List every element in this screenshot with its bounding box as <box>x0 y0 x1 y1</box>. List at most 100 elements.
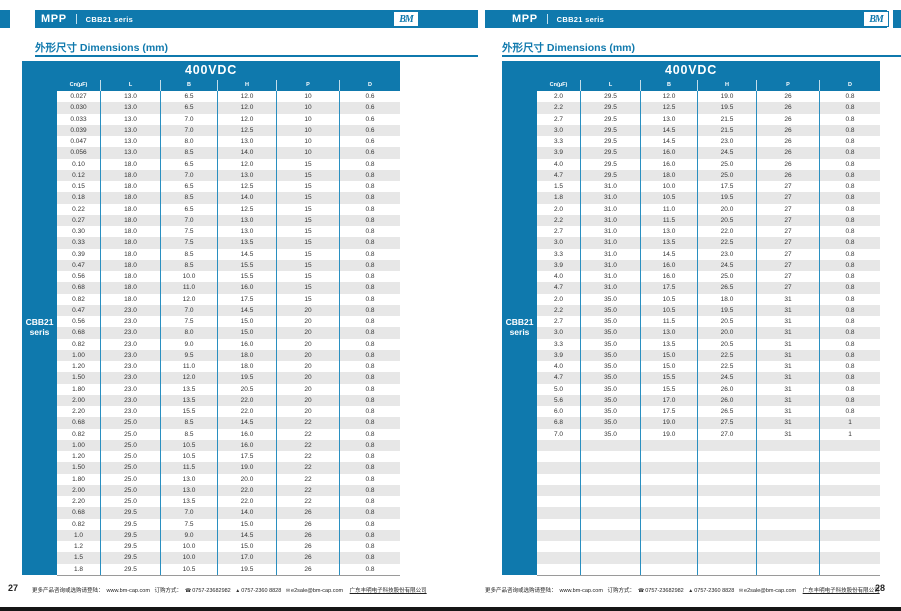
table-row: 2.0 31.0 11.0 20.0 27 0.8 <box>537 203 880 215</box>
table-cell: 0.8 <box>339 327 400 339</box>
table-cell: 0.8 <box>339 316 400 328</box>
table-cell: 0.8 <box>819 259 880 271</box>
table-cell: 13.0 <box>217 226 276 238</box>
table-cell: 0.8 <box>339 214 400 226</box>
section-title: 外形尺寸 Dimensions (mm) <box>502 42 636 54</box>
table-cell: 0.8 <box>819 316 880 328</box>
table-cell <box>580 484 640 496</box>
table-cell: 0.8 <box>339 451 400 463</box>
footer-more-info: 更多产品咨询或选购请登陆： <box>485 588 557 594</box>
table-cell: 11.5 <box>640 316 697 328</box>
table-cell: 11.5 <box>640 214 697 226</box>
table-cell: 16.0 <box>640 259 697 271</box>
table-cell: 13.0 <box>160 473 217 485</box>
table-cell <box>756 451 819 463</box>
table-cell: 8.0 <box>160 327 217 339</box>
phone-icon: ☎ <box>184 588 192 594</box>
table-cell: 26 <box>756 169 819 181</box>
table-cell: 13.0 <box>217 136 276 148</box>
table-cell: 0.18 <box>72 194 85 202</box>
table-cell: 29.5 <box>580 169 640 181</box>
footer-website-link[interactable]: www.bm-cap.com <box>106 588 150 594</box>
table-row: 3.0 29.5 14.5 21.5 26 0.8 <box>537 124 880 136</box>
footer-phone: 0757-23682982 <box>192 588 231 594</box>
table-cell: 25.0 <box>100 473 160 485</box>
table-cell: 0.8 <box>819 327 880 339</box>
table-cell: 1.50 <box>72 374 85 382</box>
table-cell: 12.0 <box>217 113 276 125</box>
footer-email-link[interactable]: e2sale@bm-cap.com <box>744 588 797 594</box>
table-cell <box>756 529 819 541</box>
table-cell: 0.8 <box>339 563 400 575</box>
table-cell: 31.0 <box>580 226 640 238</box>
table-cell: 0.8 <box>819 349 880 361</box>
table-cell <box>756 439 819 451</box>
table-row-empty <box>537 541 880 553</box>
table-cell: 0.8 <box>339 237 400 249</box>
table-cell: 10 <box>276 91 339 103</box>
table-cell: 31.0 <box>580 248 640 260</box>
table-cell: 0.8 <box>819 136 880 148</box>
table-row-empty <box>537 518 880 530</box>
table-cell: 26.0 <box>697 394 756 406</box>
table-cell: 0.68 <box>72 419 85 427</box>
title-rule <box>35 55 478 57</box>
table-cell: 31 <box>756 304 819 316</box>
table-cell: 2.0 <box>553 205 564 213</box>
table-cell: 0.8 <box>339 428 400 440</box>
table-cell: 20 <box>276 304 339 316</box>
table-cell: 27 <box>756 192 819 204</box>
footer-email-link[interactable]: e2sale@bm-cap.com <box>291 588 344 594</box>
table-cell: 27.0 <box>697 428 756 440</box>
table-cell: 20.0 <box>697 203 756 215</box>
table-cell: 11.0 <box>160 361 217 373</box>
series-type-label: MPP <box>41 13 67 25</box>
table-cell: 5.6 <box>553 396 564 404</box>
table-cell: 0.8 <box>339 496 400 508</box>
bm-logo: BM <box>393 11 419 27</box>
table-cell: 0.8 <box>819 248 880 260</box>
table-cell <box>580 451 640 463</box>
footer-website-link[interactable]: www.bm-cap.com <box>559 588 603 594</box>
table-cell: 25.0 <box>100 462 160 474</box>
table-cell: 14.5 <box>217 248 276 260</box>
table-cell: 27 <box>756 271 819 283</box>
table-cell <box>580 518 640 530</box>
table-cell: 17.0 <box>640 394 697 406</box>
table-cell <box>697 496 756 508</box>
table-cell: 13.5 <box>640 237 697 249</box>
table-cell: 17.5 <box>640 282 697 294</box>
footer-company: 广东丰明电子科技股份有限公司 <box>349 588 427 594</box>
table-row: 2.20 25.0 13.5 22.0 22 0.8 <box>57 496 400 508</box>
table-row: 1.20 25.0 10.5 17.5 22 0.8 <box>57 451 400 463</box>
table-cell: 2.00 <box>72 396 85 404</box>
footer-fax: 0757-2360 8828 <box>241 588 282 594</box>
table-cell: 20.5 <box>697 338 756 350</box>
table-cell: 24.5 <box>697 259 756 271</box>
table-cell: 4.0 <box>553 160 564 168</box>
table-cell: 0.82 <box>72 430 85 438</box>
table-cell: 18.0 <box>100 237 160 249</box>
table-cell: 7.5 <box>160 518 217 530</box>
table-cell: 22.5 <box>697 361 756 373</box>
series-name-label: CBB21 seris <box>85 14 134 24</box>
table-cell: 13.0 <box>217 214 276 226</box>
table-row: 0.33 18.0 7.5 13.5 15 0.8 <box>57 237 400 249</box>
table-cell: 6.5 <box>160 181 217 193</box>
table-cell <box>697 484 756 496</box>
table-cell: 31.0 <box>580 203 640 215</box>
table-cell <box>580 507 640 519</box>
table-cell: 9.0 <box>160 338 217 350</box>
table-cell: 6.5 <box>160 203 217 215</box>
table-cell: 0.30 <box>72 228 85 235</box>
table-cell <box>580 529 640 541</box>
table-cell: 4.0 <box>553 273 564 280</box>
table-cell: 16.0 <box>217 282 276 294</box>
table-cell: 1.50 <box>72 464 85 472</box>
table-row-empty <box>537 473 880 485</box>
table-row-empty <box>537 451 880 463</box>
table-cell: 0.68 <box>72 284 85 292</box>
email-icon: ✉ <box>738 588 744 594</box>
table-cell <box>756 462 819 474</box>
table-row: 3.9 31.0 16.0 24.5 27 0.8 <box>537 259 880 271</box>
